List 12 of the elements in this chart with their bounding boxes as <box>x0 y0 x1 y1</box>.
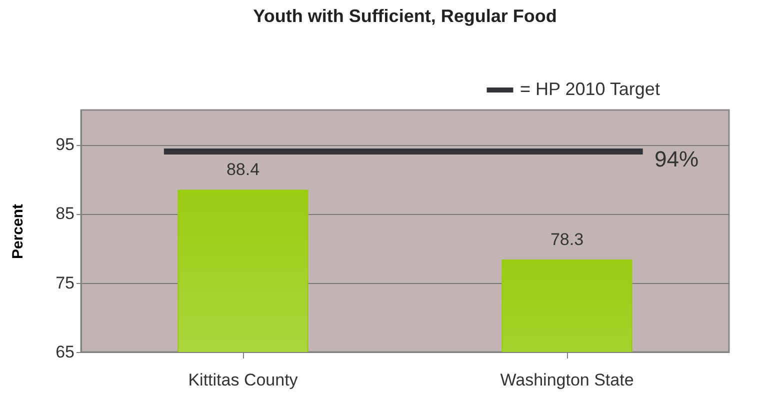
y-axis-title: Percent <box>10 204 27 260</box>
y-tick-label: 65 <box>56 342 74 362</box>
y-tick-label: 75 <box>56 273 74 292</box>
data-label: 88.4 <box>226 160 260 180</box>
y-tick-label: 95 <box>56 135 74 154</box>
data-label: 78.3 <box>550 230 584 250</box>
text: = HP 2010 Target <box>520 79 660 99</box>
x-tick-label: Washington State <box>500 370 634 390</box>
x-tick-label: Kittitas County <box>188 370 298 390</box>
y-tick-label: 85 <box>56 204 74 224</box>
ref-line-label: 94% <box>654 146 699 172</box>
chart-title: Youth with Sufficient, Regular Food <box>253 6 557 26</box>
